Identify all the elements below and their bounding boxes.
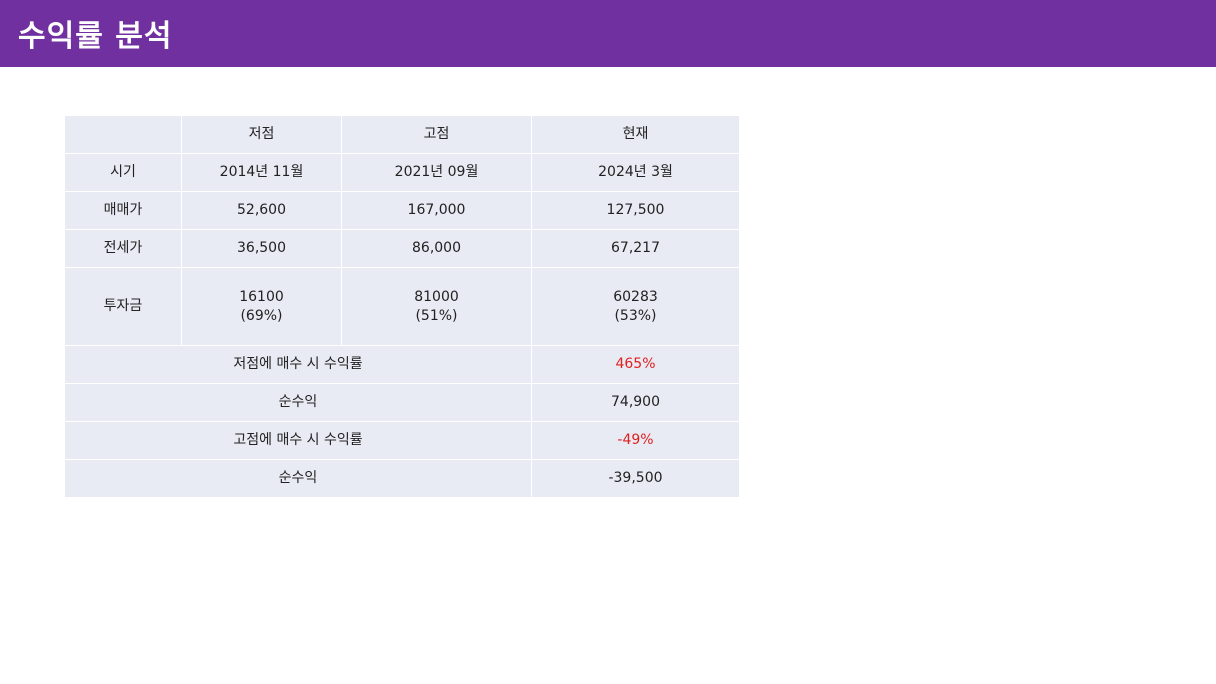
summary-label-low-return: 저점에 매수 시 수익률: [64, 345, 532, 384]
table-row: 매매가 52,600 167,000 127,500: [64, 191, 740, 230]
investment-amount: 16100: [239, 288, 284, 305]
summary-row: 고점에 매수 시 수익률 -49%: [64, 421, 740, 460]
column-header-empty: [64, 115, 182, 154]
column-header-low: 저점: [181, 115, 342, 154]
table-row: 시기 2014년 11월 2021년 09월 2024년 3월: [64, 153, 740, 192]
table-cell: 16100 (69%): [181, 267, 342, 346]
investment-amount: 81000: [414, 288, 459, 305]
summary-label-high-return: 고점에 매수 시 수익률: [64, 421, 532, 460]
investment-amount: 60283: [613, 288, 658, 305]
page-title: 수익률 분석: [18, 19, 173, 54]
title-bar: 수익률 분석: [0, 0, 1216, 67]
table-header-row: 저점 고점 현재: [64, 115, 740, 154]
column-header-high: 고점: [341, 115, 532, 154]
table-cell: 127,500: [531, 191, 740, 230]
table-cell: 86,000: [341, 229, 532, 268]
investment-ratio: (51%): [415, 307, 458, 324]
table-cell: 36,500: [181, 229, 342, 268]
row-label-period: 시기: [64, 153, 182, 192]
summary-value-net-profit: 74,900: [531, 383, 740, 422]
column-header-current: 현재: [531, 115, 740, 154]
summary-value-net-profit: -39,500: [531, 459, 740, 498]
row-label-jeonse-price: 전세가: [64, 229, 182, 268]
table-cell: 2014년 11월: [181, 153, 342, 192]
summary-row: 순수익 74,900: [64, 383, 740, 422]
investment-ratio: (69%): [240, 307, 283, 324]
summary-value-low-return: 465%: [531, 345, 740, 384]
table-row: 전세가 36,500 86,000 67,217: [64, 229, 740, 268]
summary-row: 저점에 매수 시 수익률 465%: [64, 345, 740, 384]
table-cell: 167,000: [341, 191, 532, 230]
row-label-sale-price: 매매가: [64, 191, 182, 230]
table-cell: 81000 (51%): [341, 267, 532, 346]
table-row: 투자금 16100 (69%) 81000 (51%) 60283 (53%): [64, 267, 740, 346]
summary-label-net-profit: 순수익: [64, 459, 532, 498]
investment-ratio: (53%): [614, 307, 657, 324]
return-analysis-table: 저점 고점 현재 시기 2014년 11월 2021년 09월 2024년 3월…: [64, 115, 740, 498]
table-cell: 2024년 3월: [531, 153, 740, 192]
summary-label-net-profit: 순수익: [64, 383, 532, 422]
summary-value-high-return: -49%: [531, 421, 740, 460]
summary-row: 순수익 -39,500: [64, 459, 740, 498]
table-cell: 52,600: [181, 191, 342, 230]
table-cell: 60283 (53%): [531, 267, 740, 346]
row-label-investment: 투자금: [64, 267, 182, 346]
table-cell: 2021년 09월: [341, 153, 532, 192]
table-cell: 67,217: [531, 229, 740, 268]
